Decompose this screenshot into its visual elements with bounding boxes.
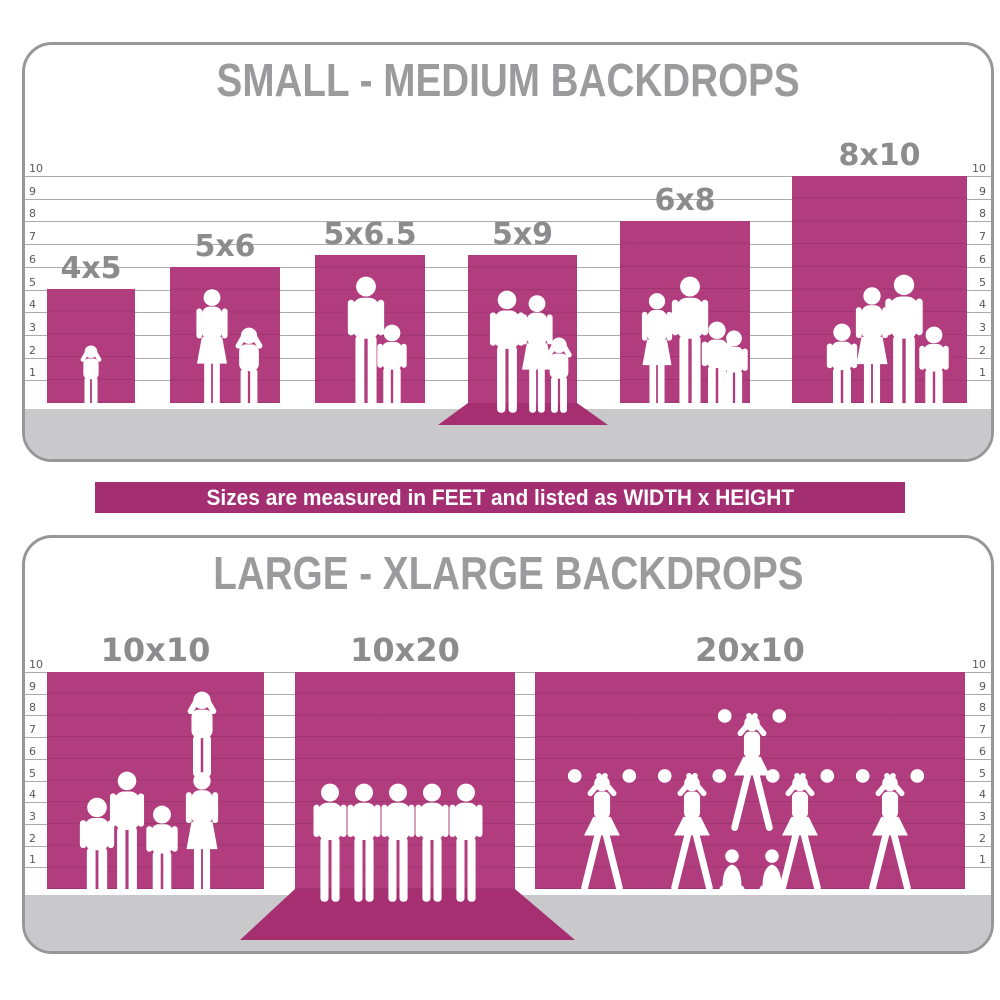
ruler-number-left: 2: [29, 343, 36, 357]
ruler-number-right: 10: [972, 162, 986, 175]
person-silhouette-boy: [79, 797, 115, 894]
ruler-number-left: 2: [29, 831, 36, 845]
ruler-number-left: 7: [29, 723, 36, 737]
ruler-number-left: 5: [29, 275, 36, 289]
ruler-number-right: 8: [979, 701, 986, 715]
person-silhouette-kneeling: [719, 849, 745, 894]
person-silhouette-man: [415, 783, 449, 902]
person-silhouette-man: [381, 783, 415, 902]
person-silhouette-man: [671, 276, 709, 407]
ruler-number-left: 9: [29, 679, 36, 693]
backdrop-size-label: 5x6.5: [323, 217, 417, 252]
ruler-number-left: 1: [29, 366, 36, 380]
ruler-number-right: 1: [979, 853, 986, 867]
person-silhouette-cheerleader: [657, 769, 727, 892]
ruler-number-left: 6: [29, 252, 36, 266]
ruler-number-right: 4: [979, 788, 986, 802]
ruler-number-right: 6: [979, 744, 986, 758]
ruler-number-right: 8: [979, 207, 986, 221]
ruler-number-left: 5: [29, 766, 36, 780]
person-silhouette-woman: [641, 293, 673, 407]
ruler-number-left: 4: [29, 298, 36, 312]
info-banner-text: Sizes are measured in FEET and listed as…: [206, 484, 794, 510]
ruler-number-right: 1: [979, 366, 986, 380]
person-silhouette-child: [234, 327, 264, 408]
backdrop-size-label: 4x5: [60, 251, 122, 286]
backdrop-size-label: 8x10: [838, 138, 921, 173]
measuring-scene-large-xlarge: 10x10 10x20 20x10 10 10 9 9 8: [25, 538, 991, 951]
backdrop-size-label: 5x9: [491, 217, 554, 252]
ruler-number-left: 10: [29, 658, 43, 671]
ruler-number-right: 3: [979, 809, 986, 823]
ruler-number-left: 7: [29, 230, 36, 244]
ruler-number-left: 3: [29, 320, 36, 334]
ruler-number-left: 8: [29, 207, 36, 221]
panel-title: SMALL - MEDIUM BACKDROPS: [25, 53, 991, 107]
person-silhouette-toddler: [79, 345, 103, 408]
ruler-number-right: 2: [979, 343, 986, 357]
panel-small-medium: SMALL - MEDIUM BACKDROPS 4x5 5x6 5x6.5 5…: [22, 42, 994, 462]
ruler-line: [25, 244, 991, 246]
ruler-line: [25, 176, 991, 177]
backdrop-size-label: 6x8: [654, 183, 716, 218]
ruler-number-left: 9: [29, 184, 36, 198]
person-silhouette-woman: [185, 772, 219, 894]
ruler-line: [25, 221, 991, 223]
ruler-number-right: 7: [979, 230, 986, 244]
person-silhouette-man: [885, 274, 923, 409]
info-banner: Sizes are measured in FEET and listed as…: [95, 482, 905, 513]
panel-title-text: LARGE - XLARGE BACKDROPS: [212, 547, 804, 599]
ruler-number-right: 9: [979, 679, 986, 693]
ruler-number-left: 3: [29, 809, 36, 823]
person-silhouette-man: [347, 783, 381, 902]
person-silhouette-woman: [196, 289, 228, 407]
person-silhouette-child: [377, 324, 407, 407]
person-silhouette-kneeling: [759, 849, 785, 894]
ruler-number-right: 4: [979, 298, 986, 312]
ruler-number-right: 3: [979, 320, 986, 334]
ruler-number-right: 6: [979, 252, 986, 266]
person-silhouette-woman: [855, 287, 889, 409]
person-silhouette-girl: [146, 805, 178, 894]
backdrop-size-label: 20x10: [695, 631, 805, 669]
ruler-number-right: 7: [979, 723, 986, 737]
person-silhouette-cheerleader: [855, 769, 925, 892]
backdrop-size-label: 5x6: [194, 229, 256, 264]
person-silhouette-child: [545, 337, 573, 413]
ruler-number-left: 4: [29, 788, 36, 802]
panel-large-xlarge: LARGE - XLARGE BACKDROPS 10x10 10x20 20x…: [22, 535, 994, 954]
person-silhouette-boy: [919, 326, 949, 409]
person-silhouette-man: [449, 783, 483, 902]
ruler-number-left: 1: [29, 853, 36, 867]
person-silhouette-girl: [826, 323, 858, 409]
ruler-number-left: 10: [29, 162, 43, 175]
ruler-number-right: 2: [979, 831, 986, 845]
measuring-scene-small-medium: 4x5 5x6 5x6.5 5x9 6x8 8x10: [25, 45, 991, 459]
person-silhouette-cheerleader: [567, 769, 637, 892]
backdrop-bar-5x9: 5x9: [468, 217, 577, 403]
person-silhouette-man: [313, 783, 347, 902]
ruler-number-left: 6: [29, 744, 36, 758]
ruler-number-right: 9: [979, 184, 986, 198]
backdrop-size-label: 10x20: [350, 631, 460, 669]
ruler-number-right: 5: [979, 766, 986, 780]
panel-title: LARGE - XLARGE BACKDROPS: [25, 546, 991, 600]
person-silhouette-child-on-shoulders: [186, 691, 218, 777]
ruler-number-right: 10: [972, 658, 986, 671]
ruler-number-right: 5: [979, 275, 986, 289]
ruler-line: [25, 198, 991, 200]
backdrop-size-label: 10x10: [100, 631, 211, 669]
ruler-number-left: 8: [29, 701, 36, 715]
person-silhouette-man: [347, 276, 385, 407]
person-silhouette-man: [489, 290, 525, 413]
person-silhouette-man: [109, 771, 145, 894]
panel-title-text: SMALL - MEDIUM BACKDROPS: [216, 54, 800, 106]
